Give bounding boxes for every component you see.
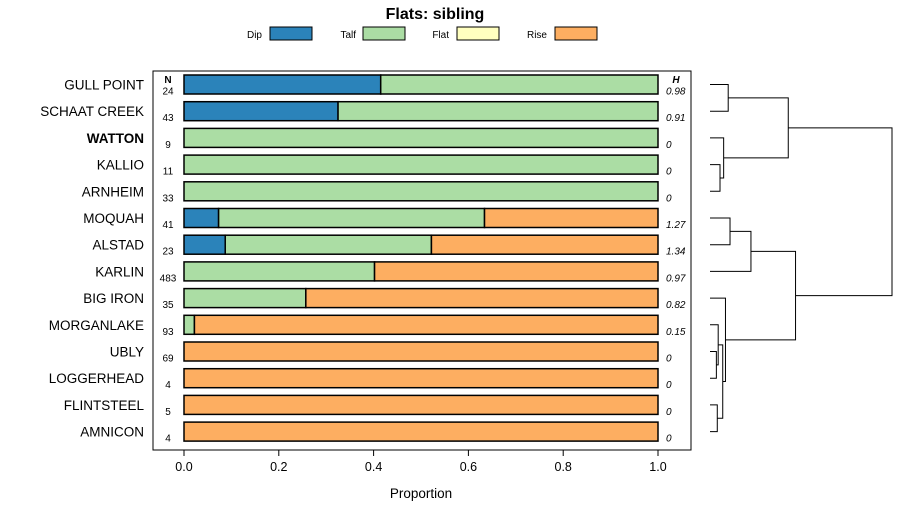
n-value-flintsteel: 5 <box>165 407 171 418</box>
row-label-big-iron: BIG IRON <box>83 291 144 306</box>
dendrogram-link-f <box>710 217 731 246</box>
bar-schaat-creek-talf <box>337 100 659 122</box>
bar-karlin-rise <box>373 261 659 282</box>
row-label-alstad: ALSTAD <box>92 238 144 253</box>
row-label-amnicon: AMNICON <box>80 425 144 440</box>
dendrogram-link-j <box>710 324 719 366</box>
h-value-moquah: 1.27 <box>666 220 686 231</box>
legend-label-dip: Dip <box>247 30 262 41</box>
n-value-amnicon: 4 <box>165 434 171 445</box>
h-header: H <box>672 75 680 86</box>
bar-alstad-dip <box>183 234 226 255</box>
legend-label-flat: Flat <box>432 30 449 41</box>
legend-swatch-flat <box>456 26 500 41</box>
bar-moquah-talf <box>217 207 486 229</box>
n-value-loggerhead: 4 <box>165 380 171 391</box>
h-value-arnheim: 0 <box>666 193 672 204</box>
plot-frame <box>152 70 692 451</box>
x-axis-label: Proportion <box>390 486 452 501</box>
legend-label-rise: Rise <box>527 30 547 41</box>
h-value-morganlake: 0.15 <box>666 327 686 338</box>
h-value-alstad: 1.34 <box>666 247 686 258</box>
n-value-moquah: 41 <box>162 220 174 231</box>
dendrogram-link-c <box>710 164 721 192</box>
legend-swatch-dip <box>269 26 313 41</box>
dendrogram-link-i <box>710 351 717 379</box>
bar-big-iron-talf <box>183 287 307 309</box>
row-label-schaat-creek: SCHAAT CREEK <box>40 104 144 119</box>
x-tick-label-1-0: 1.0 <box>649 460 666 474</box>
h-value-kallio: 0 <box>666 167 672 178</box>
bar-schaat-creek-dip <box>183 100 339 122</box>
bar-morganlake-rise <box>193 314 659 336</box>
h-value-amnicon: 0 <box>666 434 672 445</box>
bar-flintsteel-rise <box>183 394 659 416</box>
x-tick-label-0-0: 0.0 <box>175 460 192 474</box>
row-label-flintsteel: FLINTSTEEL <box>64 398 145 413</box>
n-value-watton: 9 <box>165 140 171 151</box>
x-axis: 0.0 0.2 0.4 0.6 0.8 1.0 <box>175 450 667 474</box>
bar-amnicon-rise <box>183 421 659 442</box>
bar-loggerhead-rise <box>183 367 659 389</box>
x-tick-label-0-2: 0.2 <box>270 460 287 474</box>
dendrogram-link-k <box>710 404 718 433</box>
bar-karlin-talf <box>183 261 376 282</box>
row-label-loggerhead: LOGGERHEAD <box>49 371 145 386</box>
bar-morganlake-talf <box>183 314 196 336</box>
row-label-kallio: KALLIO <box>97 158 144 173</box>
bar-gull-point-talf <box>379 74 659 95</box>
n-value-alstad: 23 <box>162 247 174 258</box>
h-value-loggerhead: 0 <box>666 380 672 391</box>
row-label-arnheim: ARNHEIM <box>82 184 144 199</box>
chart-title: Flats: sibling <box>386 6 485 23</box>
dendrogram-link-d <box>710 137 725 179</box>
dendrogram-link-o <box>788 127 893 297</box>
dendrogram-link-a <box>710 84 729 112</box>
h-value-gull-point: 0.98 <box>666 87 686 98</box>
h-value-watton: 0 <box>666 140 672 151</box>
n-header: N <box>164 75 171 86</box>
row-label-morganlake: MORGANLAKE <box>49 318 144 333</box>
bar-arnheim-talf <box>183 181 659 202</box>
n-value-karlin: 483 <box>160 273 177 284</box>
n-value-kallio: 11 <box>163 167 174 178</box>
h-value-ubly: 0 <box>666 354 672 365</box>
n-value-morganlake: 93 <box>162 327 174 338</box>
x-tick-label-0-6: 0.6 <box>460 460 477 474</box>
bar-moquah-dip <box>183 207 220 229</box>
dendrogram-link-n <box>725 250 797 341</box>
bar-big-iron-rise <box>305 287 659 309</box>
row-label-moquah: MOQUAH <box>83 211 144 226</box>
h-value-schaat-creek: 0.91 <box>666 113 685 124</box>
rows: GULL POINT 24 0.98 SCHAAT CREEK 43 0.91 WATTON… <box>40 74 686 445</box>
row-label-watton: WATTON <box>87 131 144 146</box>
bar-watton-talf <box>183 127 659 149</box>
row-label-ubly: UBLY <box>110 345 144 360</box>
bar-alstad-rise <box>430 234 659 255</box>
legend-swatch-rise <box>554 26 598 41</box>
legend: Dip Talf Flat Rise <box>247 26 598 41</box>
dendrogram <box>710 84 893 433</box>
h-value-flintsteel: 0 <box>666 407 672 418</box>
dendrogram-link-e <box>723 97 789 159</box>
h-value-big-iron: 0.82 <box>666 300 686 311</box>
bar-alstad-talf <box>224 234 433 255</box>
bar-ubly-rise <box>183 341 659 362</box>
n-value-arnheim: 33 <box>162 193 174 204</box>
legend-label-talf: Talf <box>340 30 356 41</box>
bar-gull-point-dip <box>183 74 382 95</box>
n-value-ubly: 69 <box>162 354 174 365</box>
x-tick-label-0-4: 0.4 <box>365 460 382 474</box>
row-label-gull-point: GULL POINT <box>64 78 144 93</box>
n-value-schaat-creek: 43 <box>162 113 174 124</box>
row-label-karlin: KARLIN <box>95 264 144 279</box>
bar-kallio-talf <box>183 154 659 175</box>
n-value-big-iron: 35 <box>162 300 174 311</box>
legend-swatch-talf <box>362 26 406 41</box>
bar-moquah-rise <box>483 207 659 229</box>
n-value-gull-point: 24 <box>162 87 174 98</box>
h-value-karlin: 0.97 <box>666 273 686 284</box>
x-tick-label-0-8: 0.8 <box>555 460 572 474</box>
